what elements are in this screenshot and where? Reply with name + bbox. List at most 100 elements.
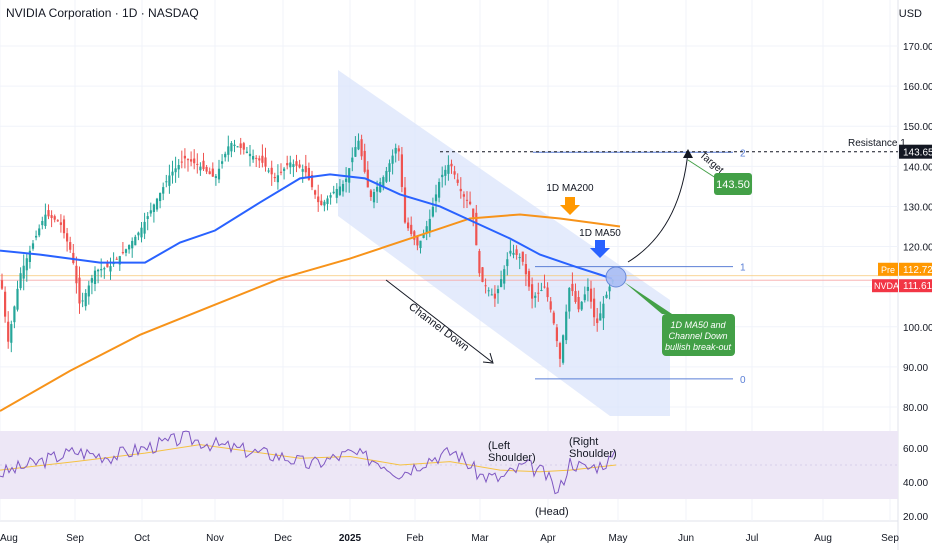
candle-body bbox=[19, 273, 22, 289]
candle-body bbox=[149, 210, 152, 214]
candle-body bbox=[447, 164, 450, 174]
candle-body bbox=[208, 171, 211, 175]
candle-body bbox=[190, 159, 193, 162]
time-tick-label: Aug bbox=[0, 533, 18, 544]
candle-body bbox=[109, 266, 112, 272]
ma200-arrow bbox=[560, 197, 580, 215]
target-arrow-head bbox=[683, 149, 693, 158]
price-tick-label: 130.00 bbox=[903, 202, 932, 213]
price-tick-label: 100.00 bbox=[903, 323, 932, 334]
candle-body bbox=[159, 192, 162, 202]
candle-body bbox=[323, 201, 326, 206]
candle-body bbox=[118, 256, 121, 265]
candle-body bbox=[354, 147, 357, 157]
candle-body bbox=[171, 171, 174, 176]
right-shoulder-label-1: (Right bbox=[569, 436, 598, 448]
candle-body bbox=[493, 293, 496, 299]
candle-body bbox=[270, 167, 273, 175]
last-price-value: 111.61 bbox=[903, 281, 932, 292]
left-shoulder-label-2: Shoulder) bbox=[488, 452, 536, 464]
candle-body bbox=[186, 159, 190, 161]
candle-body bbox=[515, 249, 518, 255]
candle-body bbox=[345, 178, 348, 182]
candle-body bbox=[481, 267, 484, 282]
pre-tag-label: Pre bbox=[881, 265, 895, 275]
candle-body bbox=[317, 196, 320, 203]
candle-body bbox=[583, 294, 586, 301]
candle-body bbox=[301, 169, 304, 172]
candle-body bbox=[472, 208, 475, 218]
resistance-price-tag bbox=[899, 144, 932, 159]
time-tick-label: Mar bbox=[471, 533, 489, 544]
rsi-tick-label: 20.00 bbox=[903, 512, 928, 523]
candle-body bbox=[521, 251, 524, 262]
candle-body bbox=[534, 295, 537, 298]
candle-body bbox=[549, 301, 552, 310]
target-value: 143.50 bbox=[716, 179, 750, 191]
time-tick-label: Sep bbox=[881, 533, 899, 544]
right-shoulder-label-2: Shoulder) bbox=[569, 448, 617, 460]
candle-body bbox=[162, 187, 165, 194]
candle-body bbox=[379, 182, 382, 192]
candle-body bbox=[357, 140, 360, 150]
candle-body bbox=[177, 165, 180, 170]
ticker-tag bbox=[872, 279, 898, 293]
candle-body bbox=[363, 150, 366, 172]
candle-body bbox=[4, 291, 7, 317]
candle-body bbox=[165, 181, 168, 183]
candle-body bbox=[72, 252, 75, 264]
candle-body bbox=[44, 214, 47, 227]
candle-body bbox=[320, 200, 323, 206]
candle-body bbox=[214, 176, 217, 178]
candle-body bbox=[496, 289, 500, 294]
fib-label: 1 bbox=[740, 263, 746, 274]
candle-body bbox=[605, 294, 608, 298]
candle-body bbox=[258, 158, 261, 161]
candle-body bbox=[90, 278, 93, 283]
price-tick-label: 90.00 bbox=[903, 363, 928, 374]
candle-body bbox=[267, 170, 270, 172]
chart-title: NVIDIA Corporation · 1D · NASDAQ bbox=[6, 6, 199, 20]
candle-body bbox=[574, 291, 577, 302]
candle-body bbox=[78, 277, 81, 304]
candle-body bbox=[577, 297, 580, 310]
candle-body bbox=[59, 222, 62, 225]
candle-body bbox=[596, 318, 599, 324]
breakout-line3: bullish break-out bbox=[665, 342, 732, 352]
candle-body bbox=[134, 236, 137, 246]
time-tick-label: Feb bbox=[406, 533, 424, 544]
candles bbox=[0, 133, 614, 368]
candle-body bbox=[286, 163, 289, 166]
candle-body bbox=[438, 181, 441, 198]
candle-body bbox=[155, 198, 159, 210]
candle-body bbox=[326, 198, 329, 205]
candle-body bbox=[475, 212, 478, 246]
candle-body bbox=[518, 257, 521, 259]
ticker-tag-label: NVDA bbox=[874, 281, 899, 291]
candle-body bbox=[484, 285, 487, 287]
breakout-line2: Channel Down bbox=[668, 331, 727, 341]
resistance-price-value: 143.65 bbox=[903, 148, 932, 159]
candle-body bbox=[382, 177, 385, 187]
candle-body bbox=[25, 258, 28, 271]
candle-body bbox=[456, 179, 459, 183]
time-tick-label: Jun bbox=[678, 533, 694, 544]
candle-body bbox=[369, 190, 372, 197]
time-tick-label: May bbox=[609, 533, 628, 544]
currency-label: USD bbox=[898, 8, 922, 20]
candle-body bbox=[537, 292, 540, 294]
candle-body bbox=[503, 269, 506, 284]
rsi-tick-label: 60.00 bbox=[903, 444, 928, 455]
candle-body bbox=[53, 216, 56, 220]
price-tags: 143.65 Pre 112.72 NVDA 111.61 bbox=[872, 144, 932, 293]
candle-body bbox=[540, 289, 543, 291]
candle-body bbox=[571, 283, 574, 292]
candle-body bbox=[593, 298, 596, 318]
candle-body bbox=[527, 271, 531, 287]
candle-body bbox=[568, 287, 571, 312]
breakout-circle bbox=[605, 266, 627, 288]
candle-body bbox=[428, 218, 431, 233]
candle-body bbox=[431, 206, 434, 217]
candle-body bbox=[38, 228, 41, 236]
